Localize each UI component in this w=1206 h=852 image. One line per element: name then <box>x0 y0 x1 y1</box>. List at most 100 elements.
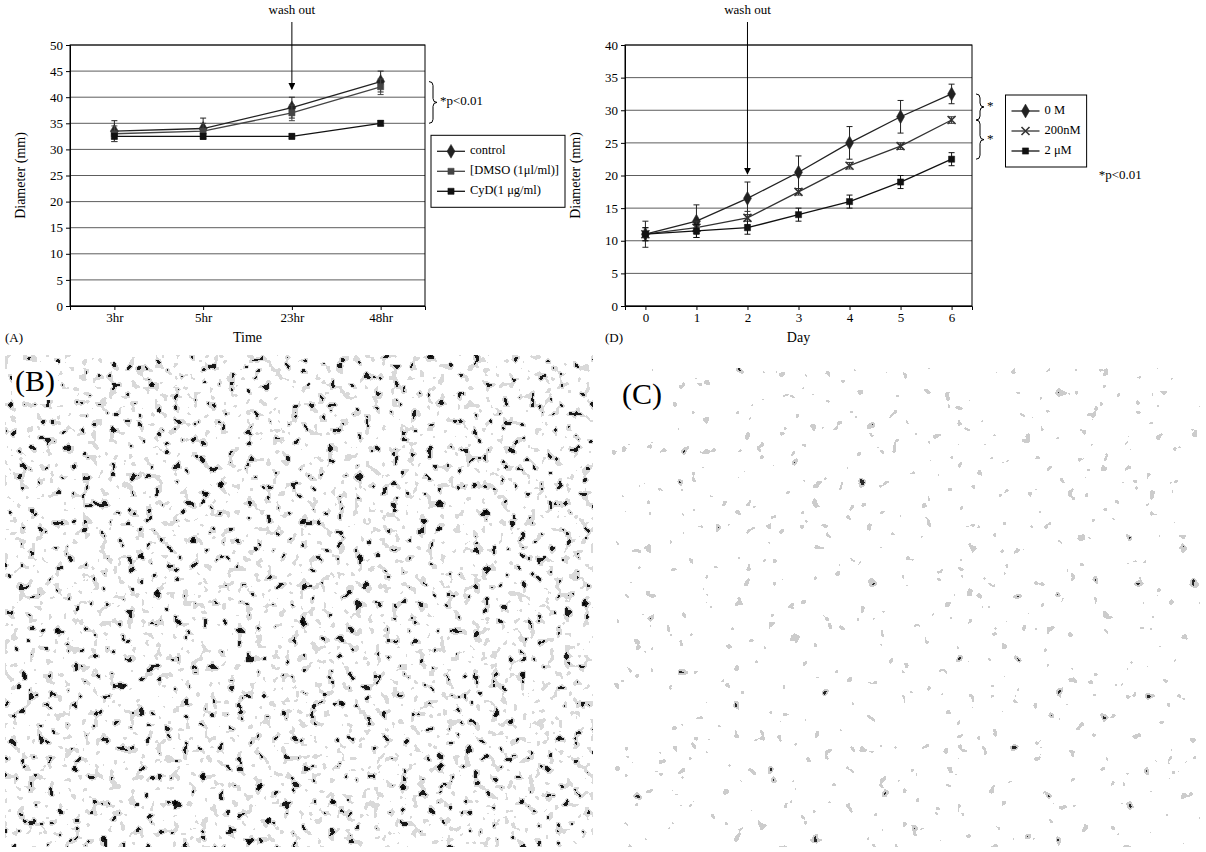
y-tick-group: 35 <box>605 70 625 85</box>
y-tick-group: 5 <box>612 266 626 281</box>
data-point <box>693 228 699 234</box>
label-patch <box>12 362 58 400</box>
y-tick-label: 40 <box>50 90 63 105</box>
significance-brace <box>976 120 984 159</box>
y-tick-group: 35 <box>50 116 70 131</box>
y-tick-group: 0 <box>57 299 71 314</box>
y-tick <box>66 71 70 72</box>
y-tick-group: 20 <box>605 168 625 183</box>
data-point <box>289 133 295 139</box>
data-point <box>846 199 852 205</box>
y-tick-label: 40 <box>605 38 618 53</box>
legend-swatch-marker <box>448 168 454 174</box>
error-bar <box>642 228 648 241</box>
plot-frame <box>70 45 425 306</box>
x-tick-label: 6 <box>949 310 956 325</box>
data-point <box>846 136 854 150</box>
x-tick-label: 3hr <box>106 310 124 325</box>
annotation: wash out <box>269 2 316 17</box>
y-tick-group: 30 <box>605 103 625 118</box>
y-tick-label: 25 <box>50 168 63 183</box>
y-tick-label: 0 <box>57 299 64 314</box>
annotation: wash out <box>724 2 771 17</box>
y-tick-group: 40 <box>50 90 70 105</box>
error-bar <box>200 118 206 139</box>
grid <box>70 45 425 306</box>
x-axis: 3hr 5hr 23hr 48hr <box>71 306 426 325</box>
y-tick <box>66 97 70 98</box>
grid-line <box>625 240 972 241</box>
y-axis-title: Diameter (mm) <box>568 132 584 219</box>
y-tick-label: 5 <box>612 266 619 281</box>
y-tick <box>66 254 70 255</box>
error-bar <box>744 221 750 234</box>
data-point <box>846 162 854 170</box>
x-tick-group: 2 <box>745 306 752 325</box>
error-bar <box>847 162 853 169</box>
chart-panel: 05101520253035400123456DayDiameter (mm)(… <box>568 2 1142 345</box>
x-tick-group: 1 <box>694 306 701 325</box>
data-point <box>948 87 956 101</box>
y-tick-group: 25 <box>605 136 625 151</box>
series-line <box>114 123 380 136</box>
y-tick <box>66 45 70 46</box>
micrograph-panel: (B) <box>5 355 593 847</box>
y-tick <box>621 241 625 242</box>
y-tick-label: 20 <box>50 194 63 209</box>
legend-label: 0 M <box>1045 103 1066 117</box>
y-tick-label: 5 <box>57 273 64 288</box>
y-axis: 05101520253035404550 <box>50 38 71 314</box>
x-tick-group: 5hr <box>195 306 213 325</box>
legend-label: CyD(1 μg/ml) <box>470 183 541 197</box>
data-point <box>200 133 206 139</box>
grid-line <box>70 71 425 72</box>
significance-label: * <box>987 98 994 113</box>
error-bar <box>642 228 648 241</box>
x-axis-title: Day <box>787 330 810 345</box>
x-tick-label: 2 <box>745 310 752 325</box>
y-tick-label: 20 <box>605 168 618 183</box>
x-tick-label: 1 <box>694 310 701 325</box>
series <box>110 71 384 141</box>
grid-line <box>625 77 972 78</box>
x-tick-group: 0 <box>643 306 650 325</box>
x-tick-group: 3 <box>796 306 803 325</box>
significance-label: * <box>987 131 994 146</box>
legend-box <box>431 135 565 207</box>
data-point <box>111 133 117 139</box>
x-tick-group: 23hr <box>280 306 305 325</box>
legend-label: 2 μM <box>1045 143 1072 157</box>
x-tick-group: 48hr <box>369 306 394 325</box>
micrograph-ground <box>612 368 1200 847</box>
grid-line <box>70 123 425 124</box>
grid-line <box>625 273 972 274</box>
series-line <box>645 159 951 234</box>
grid-line <box>70 227 425 228</box>
data-point <box>289 110 295 116</box>
series-line <box>645 94 951 234</box>
y-tick-label: 10 <box>605 233 618 248</box>
error-bar <box>796 208 802 221</box>
y-tick <box>621 78 625 79</box>
series-line <box>114 87 380 134</box>
error-bar <box>289 134 295 139</box>
y-tick-group: 50 <box>50 38 70 53</box>
error-bar <box>111 121 117 142</box>
legend-swatch-marker <box>447 144 455 158</box>
y-tick <box>66 306 70 307</box>
x-tick-label: 5 <box>898 310 905 325</box>
error-bar <box>898 143 904 150</box>
error-bar <box>378 79 384 95</box>
grid <box>625 45 972 306</box>
error-bar <box>200 123 206 139</box>
data-point <box>948 116 956 124</box>
legend-box <box>1006 95 1087 167</box>
data-point <box>795 188 803 196</box>
y-tick <box>66 123 70 124</box>
annotation-arrow <box>291 22 292 89</box>
micrograph-panel: (C) <box>612 368 1200 847</box>
y-tick-label: 25 <box>605 136 618 151</box>
legend: control[DMSO (1μl/ml)]CyD(1 μg/ml) <box>431 135 565 207</box>
error-bar <box>796 189 802 196</box>
data-point <box>795 165 803 179</box>
